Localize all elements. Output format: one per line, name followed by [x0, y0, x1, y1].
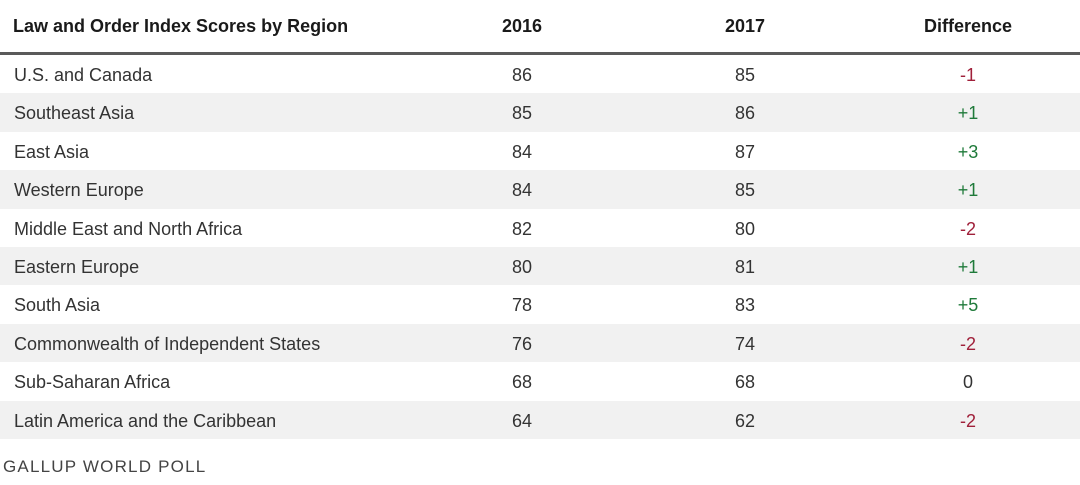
difference-cell: +1 [957, 180, 979, 201]
value-2016-cell: 78 [511, 295, 533, 316]
difference-cell: -2 [959, 410, 976, 431]
value-2016-cell: 68 [511, 372, 533, 393]
header-2016: 2016 [501, 16, 543, 36]
difference-cell: +1 [957, 103, 979, 124]
difference-cell: -2 [959, 333, 976, 354]
value-2017-cell: 68 [734, 372, 756, 393]
source-note: GALLUP WORLD POLL [3, 457, 207, 476]
table-row: Eastern Europe 80 81 +1 [0, 246, 1080, 286]
value-2016-cell: 82 [511, 218, 533, 239]
table-row: Sub-Saharan Africa 68 68 0 [0, 362, 1080, 400]
table-row: U.S. and Canada 86 85 -1 [0, 55, 1080, 93]
table-body: U.S. and Canada 86 85 -1 Southeast Asia 85 86 +… [0, 55, 1080, 439]
table-row: Western Europe 84 85 +1 [0, 170, 1080, 209]
value-2017-cell: 62 [734, 410, 756, 431]
value-2017-cell: 81 [734, 256, 756, 277]
difference-cell: +1 [957, 256, 979, 277]
region-cell: Sub-Saharan Africa [14, 372, 171, 393]
difference-cell: +5 [957, 295, 979, 316]
region-cell: East Asia [14, 141, 90, 162]
data-table: Law and Order Index Scores by Region 201… [0, 0, 1080, 439]
region-cell: South Asia [14, 295, 101, 316]
region-cell: Latin America and the Caribbean [14, 410, 277, 431]
difference-cell: +3 [957, 141, 979, 162]
value-2017-cell: 74 [734, 333, 756, 354]
value-2017-cell: 85 [734, 180, 756, 201]
region-cell: Southeast Asia [14, 103, 135, 124]
value-2016-cell: 86 [511, 65, 533, 85]
region-cell: Commonwealth of Independent States [14, 333, 321, 354]
header-region: Law and Order Index Scores by Region [13, 16, 349, 36]
value-2017-cell: 87 [734, 141, 756, 162]
value-2016-cell: 80 [511, 256, 533, 277]
region-cell: Middle East and North Africa [14, 218, 243, 239]
value-2016-cell: 64 [511, 410, 533, 431]
region-cell: Western Europe [14, 180, 144, 201]
difference-cell: -1 [959, 65, 976, 85]
header-difference: Difference [923, 16, 1013, 36]
value-2017-cell: 83 [734, 295, 756, 316]
table-row: Latin America and the Caribbean 64 62 -2 [0, 400, 1080, 439]
value-2016-cell: 84 [511, 141, 533, 162]
table-row: Southeast Asia 85 86 +1 [0, 93, 1080, 132]
difference-cell: 0 [962, 372, 973, 393]
table-row: Commonwealth of Independent States 76 74 -2 [0, 323, 1080, 363]
value-2016-cell: 76 [511, 333, 533, 354]
table-row: South Asia 78 83 +5 [0, 285, 1080, 323]
header-2017: 2017 [724, 16, 766, 36]
value-2017-cell: 80 [734, 218, 756, 239]
value-2016-cell: 85 [511, 103, 533, 124]
region-cell: U.S. and Canada [14, 65, 153, 85]
table-row: Middle East and North Africa 82 80 -2 [0, 209, 1080, 247]
value-2016-cell: 84 [511, 180, 533, 201]
table-header: Law and Order Index Scores by Region 201… [0, 0, 1080, 55]
difference-cell: -2 [959, 218, 976, 239]
value-2017-cell: 85 [734, 65, 756, 85]
table-row: East Asia 84 87 +3 [0, 132, 1080, 170]
region-cell: Eastern Europe [14, 256, 140, 277]
value-2017-cell: 86 [734, 103, 756, 124]
